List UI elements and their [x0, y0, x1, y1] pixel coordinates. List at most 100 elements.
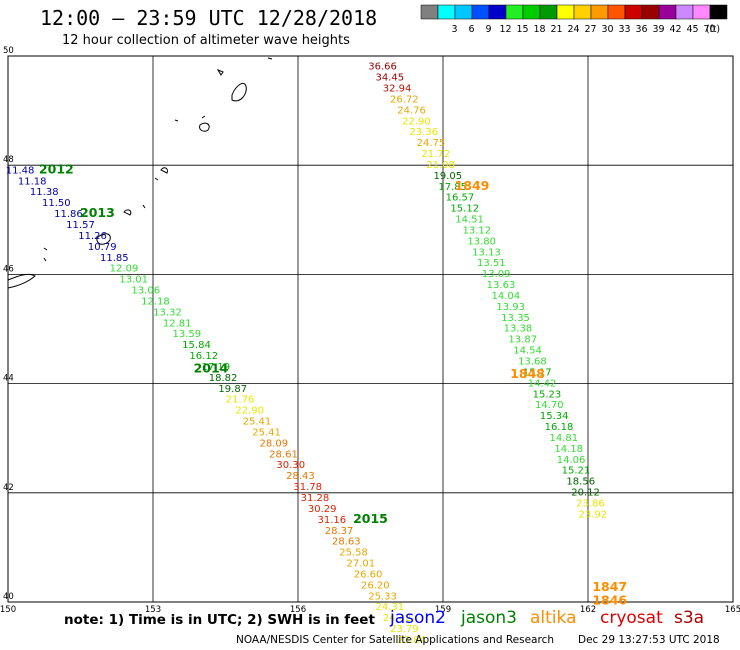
timestamp: Dec 29 13:27:53 UTC 2018 [578, 634, 720, 646]
lon-tick-label: 150 [0, 605, 16, 615]
map-frame [7, 55, 734, 603]
wave-height-label: 11.48 [6, 165, 35, 176]
wave-height-label: 15.17 [523, 367, 552, 378]
wave-height-label: 24.31 [376, 602, 405, 613]
wave-height-label: 13.38 [504, 324, 533, 335]
colorbar-tick-label: 12 [499, 24, 511, 35]
legend-altika: altika [530, 608, 577, 628]
color-scale-bar: 3 6 9 12 15 18 21 24 27 30 33 36 39 42 45 70(ft) [420, 4, 728, 35]
wave-height-label: 11.38 [30, 187, 59, 198]
wave-height-label: 14.42 [528, 378, 557, 389]
wave-height-label: 27.01 [347, 559, 376, 570]
island-outline [123, 209, 132, 216]
wave-height-label: 28.09 [260, 438, 289, 449]
wave-height-label: 11.85 [100, 253, 129, 264]
wave-height-label: 16.57 [446, 193, 475, 204]
wave-height-label: 15.23 [533, 389, 562, 400]
orbit-number-label: 2013 [80, 205, 115, 220]
wave-height-label: 31.78 [293, 482, 322, 493]
wave-height-label: 12.09 [110, 264, 139, 275]
colorbar-tick-label: 27 [584, 24, 596, 35]
wave-height-label: 23.36 [409, 127, 438, 138]
wave-height-label: 26.20 [361, 580, 390, 591]
wave-height-label: 11.18 [18, 176, 47, 187]
colorbar-tick-label: 24 [567, 24, 579, 35]
wave-height-label: 23.79 [390, 624, 419, 635]
orbit-number-label: 1849 [455, 178, 490, 193]
wave-height-label: 28.61 [269, 449, 298, 460]
wave-height-label: 30.29 [308, 504, 337, 515]
lon-tick-label: 159 [435, 605, 451, 615]
footer-note: note: 1) Time is in UTC; 2) SWH is in fe… [64, 612, 375, 628]
wave-height-label: 28.63 [332, 537, 361, 548]
wave-height-label: 31.16 [318, 515, 347, 526]
wave-height-label: 25.41 [252, 427, 281, 438]
wave-height-label: 16.18 [545, 422, 574, 433]
wave-height-label: 13.59 [173, 329, 202, 340]
island-outline [154, 177, 159, 181]
wave-height-label: 20.12 [571, 488, 600, 499]
wave-height-label: 17.19 [202, 362, 231, 373]
lon-tick-label: 162 [580, 605, 596, 615]
wave-height-label: 26.72 [390, 94, 419, 105]
wave-height-label: 23.92 [579, 509, 608, 520]
colorbar-tick-label: 36 [635, 24, 647, 35]
wave-height-label: 14.81 [550, 433, 579, 444]
wave-height-label: 11.57 [66, 220, 95, 231]
legend-jason2: jason2 [390, 608, 446, 628]
lat-tick-label: 46 [3, 264, 14, 274]
wave-height-label: 14.04 [492, 291, 521, 302]
colorbar-tick-label: 15 [516, 24, 528, 35]
colorbar-tick-label: 45 [686, 24, 698, 35]
island-outline [199, 122, 210, 132]
colorbar-unit-label: (ft) [706, 24, 720, 35]
orbit-number-label: 2012 [39, 161, 74, 176]
wave-height-label: 14.51 [455, 215, 484, 226]
wave-height-label: 14.70 [535, 400, 564, 411]
page-title: 12:00 – 23:59 UTC 12/28/2018 [40, 6, 378, 30]
wave-height-label: 25.58 [339, 548, 368, 559]
wave-height-label: 14.06 [557, 455, 586, 466]
wave-height-label: 13.63 [487, 280, 516, 291]
wave-height-label: 19.87 [218, 384, 247, 395]
wave-height-label: 14.18 [554, 444, 583, 455]
wave-height-label: 13.09 [482, 269, 511, 280]
colorbar-tick-label: 39 [652, 24, 664, 35]
lat-tick-label: 40 [3, 592, 14, 602]
colorbar-tick-label: 70 [703, 24, 715, 35]
colorbar-tick-label: 33 [618, 24, 630, 35]
wave-height-label: 13.06 [131, 286, 160, 297]
colorbar-tick-label: 42 [669, 24, 681, 35]
wave-height-label: 23.84 [397, 635, 426, 646]
wave-height-label: 14.54 [513, 346, 542, 357]
wave-height-label: 15.12 [450, 204, 479, 215]
colorbar-tick-label: 30 [601, 24, 613, 35]
altimeter-tracks: 11.4811.1811.3811.5011.8611.5711.2610.79… [6, 62, 607, 646]
wave-height-label: 32.94 [383, 83, 412, 94]
wave-height-label: 28.37 [325, 526, 354, 537]
wave-height-label: 13.68 [518, 356, 547, 367]
wave-height-label: 12.18 [141, 296, 170, 307]
wave-height-label: 21.72 [421, 149, 450, 160]
coastline-islands [7, 57, 273, 289]
wave-height-label: 13.01 [119, 275, 148, 286]
wave-height-label: 23.86 [576, 498, 605, 509]
lat-tick-label: 50 [3, 46, 14, 56]
wave-height-label: 21.08 [426, 160, 455, 171]
wave-height-label: 13.87 [508, 335, 537, 346]
island-outline [43, 247, 48, 251]
wave-height-label: 17.85 [438, 182, 467, 193]
lon-tick-label: 165 [725, 605, 740, 615]
wave-height-label: 11.26 [78, 231, 107, 242]
page-subtitle: 12 hour collection of altimeter wave hei… [62, 33, 350, 48]
island-outline [174, 119, 179, 122]
wave-height-label: 26.60 [354, 569, 383, 580]
wave-height-label: 15.34 [540, 411, 569, 422]
lat-tick-label: 44 [3, 374, 14, 384]
wave-height-label: 24.42 [383, 613, 412, 624]
wave-height-label: 18.82 [209, 373, 238, 384]
colorbar-tick-label: 9 [485, 24, 491, 35]
wave-height-label: 13.13 [472, 247, 501, 258]
orbit-number-label: 2015 [353, 511, 388, 526]
